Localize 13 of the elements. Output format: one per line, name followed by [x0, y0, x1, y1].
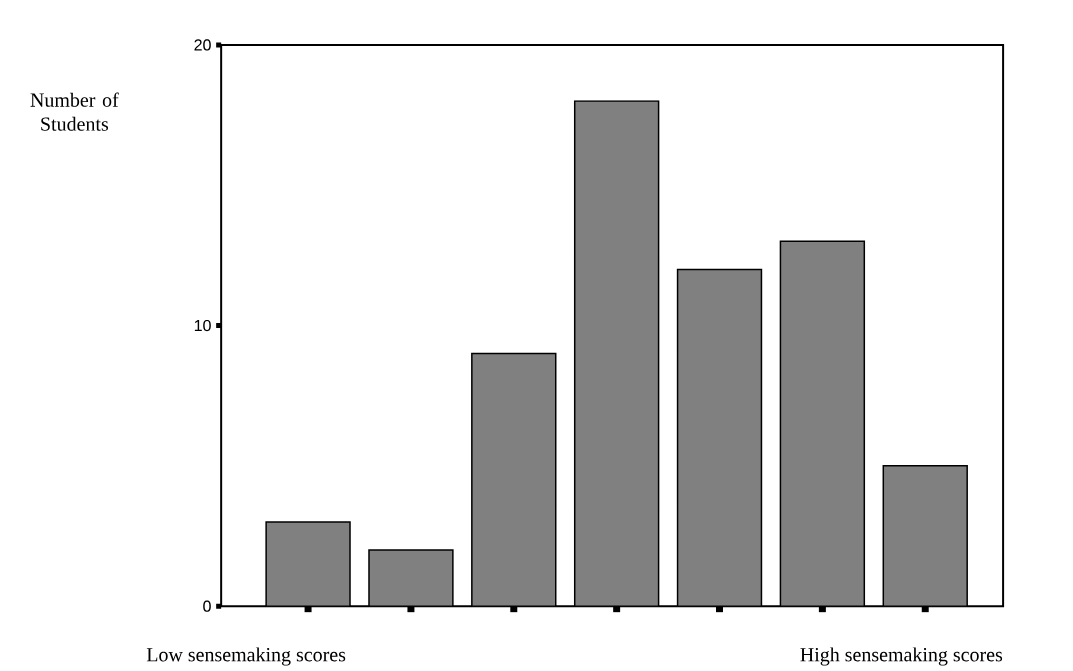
bar	[882, 465, 968, 607]
y-axis-title: Number of Students	[30, 92, 119, 131]
y-tick-label: 0	[203, 600, 211, 612]
y-tick-label: 10	[194, 319, 211, 332]
text: High sensemaking scores	[800, 647, 1003, 666]
bar	[779, 240, 866, 607]
bar	[676, 268, 763, 607]
bar	[368, 549, 454, 607]
bar	[471, 352, 557, 607]
bar	[573, 100, 660, 607]
bar	[265, 521, 351, 607]
y-tick-label: 20	[194, 39, 211, 51]
text: Low sensemaking scores	[146, 647, 346, 666]
